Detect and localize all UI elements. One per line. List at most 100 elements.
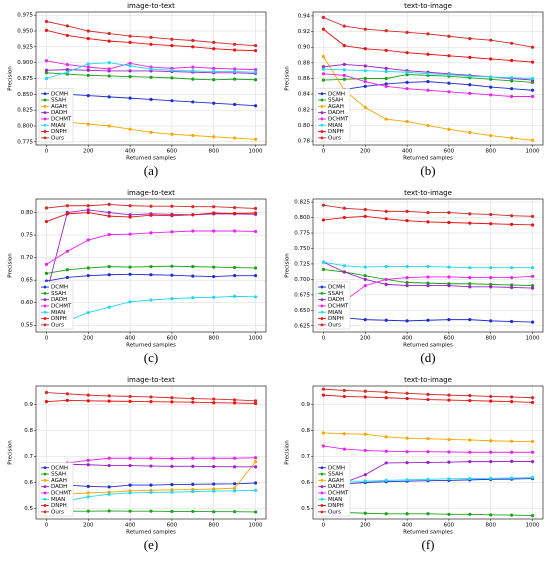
- data-point: [149, 97, 153, 101]
- data-point: [530, 284, 535, 288]
- x-tick-label: 0: [45, 149, 49, 155]
- data-point: [447, 275, 451, 279]
- data-point: [191, 65, 195, 69]
- data-point: [253, 481, 258, 485]
- data-point: [405, 319, 409, 323]
- data-point: [253, 49, 258, 53]
- data-point: [86, 68, 90, 72]
- data-point: [65, 33, 69, 38]
- data-point: [447, 477, 451, 481]
- data-point: [253, 68, 258, 72]
- data-point: [510, 214, 514, 218]
- data-point: [212, 274, 216, 279]
- legend-label: Ours: [51, 135, 64, 141]
- data-point: [86, 37, 90, 41]
- legend-marker: [43, 510, 47, 514]
- legend-marker: [43, 497, 47, 501]
- data-point: [253, 229, 258, 234]
- x-tick-label: 200: [83, 336, 94, 342]
- data-point: [86, 495, 90, 499]
- y-axis-label: Precision: [285, 440, 291, 465]
- data-point: [363, 277, 367, 282]
- data-point: [149, 490, 153, 494]
- data-point: [447, 34, 451, 38]
- legend-label: DCMH: [51, 465, 68, 471]
- data-point: [44, 271, 49, 275]
- data-point: [149, 265, 153, 269]
- chart-title: text-to-image: [404, 376, 452, 384]
- legend-marker: [320, 323, 324, 327]
- data-point: [530, 439, 535, 444]
- plot-frame: [35, 385, 267, 520]
- x-axis-label: Returned samples: [403, 343, 453, 349]
- y-tick-label: 0.650: [294, 308, 310, 314]
- data-point: [447, 437, 451, 442]
- data-point: [405, 51, 409, 55]
- data-point: [426, 318, 430, 322]
- x-tick-label: 800: [485, 523, 496, 529]
- legend-marker: [320, 304, 324, 308]
- x-tick-label: 400: [125, 336, 136, 342]
- legend-marker: [320, 317, 324, 320]
- legend-label: DCMH: [328, 465, 345, 471]
- data-point: [128, 232, 132, 236]
- data-point: [321, 27, 326, 31]
- data-point: [253, 274, 258, 278]
- data-point: [447, 90, 451, 94]
- data-point: [170, 37, 174, 41]
- data-point: [86, 94, 90, 98]
- data-point: [426, 32, 430, 36]
- data-point: [363, 284, 367, 288]
- data-point: [426, 512, 430, 516]
- y-tick-label: 0.800: [17, 124, 33, 130]
- data-point: [212, 66, 216, 70]
- data-point: [468, 37, 472, 41]
- legend-marker: [320, 491, 324, 495]
- data-point: [426, 80, 430, 84]
- y-tick-label: 0.84: [298, 92, 311, 98]
- data-point: [233, 69, 237, 74]
- x-tick-label: 200: [83, 149, 94, 155]
- x-tick-label: 400: [125, 149, 136, 155]
- data-point: [253, 137, 258, 141]
- data-point: [170, 456, 174, 461]
- data-point: [212, 78, 216, 82]
- data-point: [489, 319, 493, 323]
- legend-marker: [320, 504, 324, 507]
- y-tick-label: 0.78: [298, 139, 311, 145]
- y-tick-label: 0.800: [294, 215, 310, 221]
- data-point: [86, 73, 90, 77]
- data-point: [530, 80, 535, 85]
- y-tick-label: 0.55: [21, 323, 34, 329]
- y-tick-label: 0.92: [298, 29, 310, 35]
- x-tick-label: 800: [208, 523, 219, 529]
- data-point: [384, 435, 388, 439]
- data-point: [321, 78, 326, 82]
- data-point: [405, 264, 409, 269]
- data-point: [426, 275, 430, 279]
- y-tick-label: 0.86: [298, 76, 311, 82]
- data-point: [530, 460, 535, 464]
- data-point: [253, 78, 258, 82]
- chart-panel: text-to-image 0.5 0.6 0.7 0.8 0.9 0 200 400 600 80…: [285, 376, 544, 552]
- legend-label: DADH: [51, 484, 67, 490]
- y-tick-label: 0.65: [21, 278, 34, 284]
- x-tick-label: 1000: [249, 523, 263, 529]
- data-point: [363, 265, 367, 269]
- data-point: [253, 456, 258, 460]
- data-point: [253, 295, 258, 299]
- y-tick-label: 0.88: [298, 60, 311, 66]
- x-tick-label: 800: [485, 149, 496, 155]
- y-tick-label: 0.925: [17, 44, 33, 50]
- data-point: [510, 395, 514, 399]
- data-point: [253, 211, 258, 215]
- data-point: [510, 76, 514, 80]
- y-tick-label: 0.725: [294, 261, 310, 267]
- data-point: [191, 69, 195, 73]
- data-point: [107, 74, 111, 78]
- x-tick-label: 400: [402, 149, 413, 155]
- data-point: [128, 127, 132, 131]
- data-point: [489, 450, 493, 454]
- data-point: [468, 83, 472, 87]
- data-point: [44, 71, 49, 75]
